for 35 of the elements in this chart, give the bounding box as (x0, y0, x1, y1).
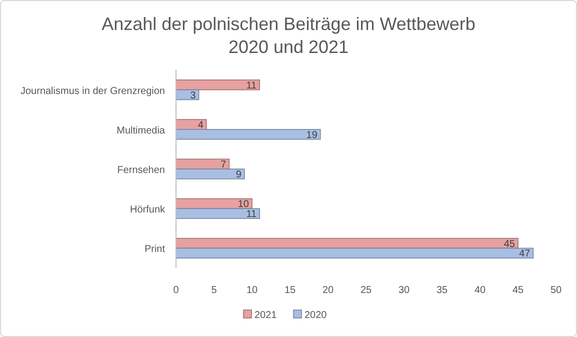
y-tick-label: Fernsehen (117, 165, 165, 176)
chart-title: Anzahl der polnischen Beiträge im Wettbewerb 2020 und 2021 (102, 14, 476, 57)
x-tick-label: 10 (246, 285, 258, 296)
y-tick-label: Print (144, 244, 166, 256)
x-tick-label: 0 (173, 285, 180, 296)
x-tick-label: 45 (512, 285, 524, 296)
x-tick-label: 20 (322, 285, 334, 296)
legend-label: 2020 (304, 310, 328, 321)
x-tick-label: 15 (284, 285, 296, 296)
legend-label: 2021 (254, 310, 278, 321)
y-tick-label: Journalismus in der Grenzregion (20, 86, 165, 97)
bar (176, 80, 260, 90)
x-tick-label: 35 (436, 285, 448, 296)
y-tick-label: Multimedia (116, 125, 166, 136)
bar (176, 208, 260, 219)
x-tick-label: 40 (474, 285, 486, 296)
bar (176, 168, 245, 180)
data-label: 11 (246, 80, 258, 92)
data-label: 9 (236, 169, 242, 180)
data-label: 4 (198, 120, 204, 131)
data-label: 47 (519, 248, 531, 260)
x-tick-label: 5 (211, 285, 218, 296)
data-label: 10 (238, 199, 250, 210)
data-label: 45 (504, 238, 516, 250)
data-label: 11 (246, 209, 258, 220)
data-label: 7 (220, 160, 227, 171)
y-tick-label: Hörfunk (130, 204, 166, 216)
data-label: 19 (306, 130, 318, 141)
data-label: 3 (190, 90, 196, 102)
x-tick-label: 30 (398, 285, 410, 296)
bar (176, 129, 321, 140)
bar (176, 248, 534, 258)
x-tick-label: 25 (360, 285, 372, 296)
x-tick-label: 50 (550, 285, 562, 296)
bar (176, 238, 518, 249)
